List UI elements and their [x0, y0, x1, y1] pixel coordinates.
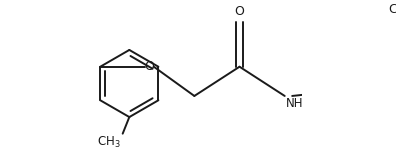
Text: NH: NH	[286, 97, 304, 110]
Text: O: O	[144, 60, 154, 73]
Text: O: O	[234, 5, 244, 18]
Text: Cl: Cl	[388, 3, 396, 16]
Text: CH$_3$: CH$_3$	[97, 134, 121, 150]
